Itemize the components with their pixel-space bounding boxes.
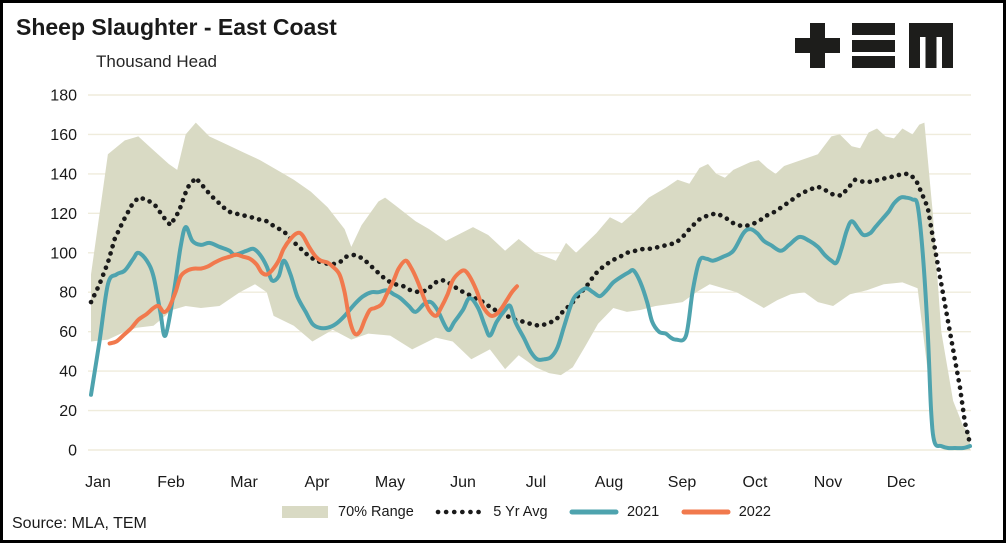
legend-label: 2021 (626, 504, 660, 520)
legend-label: 70% Range (338, 504, 414, 520)
x-tick-label-jan: Jan (85, 474, 111, 491)
logo-m-icon (909, 23, 953, 68)
y-tick-label: 80 (59, 285, 77, 302)
area-swatch-icon (282, 506, 328, 518)
legend-item-2022: 2022 (680, 504, 771, 520)
x-tick-label-mar: Mar (230, 474, 258, 491)
x-tick-label-dec: Dec (887, 474, 915, 491)
tem-logo (795, 23, 953, 69)
logo-plus-icon (795, 23, 840, 68)
series-line-2022 (107, 230, 519, 346)
series-line-2021 (89, 195, 972, 451)
plot-area: 0 20 40 60 80 100 120 140 160 180 Jan Feb Mar Apr May J… (50, 88, 973, 491)
x-tick-label-oct: Oct (743, 474, 768, 491)
y-tick-label: 20 (59, 403, 77, 420)
legend-item-70-range: 70% Range (279, 504, 414, 520)
line-swatch-icon (681, 509, 731, 515)
logo-bars-icon (852, 23, 895, 68)
x-tick-label-jun: Jun (450, 474, 476, 491)
y-tick-label: 100 (50, 245, 77, 262)
x-tick-label-jul: Jul (526, 474, 546, 491)
legend-label: 2022 (738, 504, 771, 520)
source-note: Source: MLA, TEM (12, 515, 147, 532)
x-tick-label-nov: Nov (814, 474, 842, 491)
y-tick-label: 60 (59, 324, 77, 341)
x-tick-label-aug: Aug (595, 474, 623, 491)
y-tick-label: 0 (68, 443, 77, 460)
line-swatch-icon (569, 509, 619, 515)
x-tick-label-may: May (375, 474, 405, 491)
legend: 70% Range 5 Yr Avg 2021 2022 (279, 504, 771, 520)
x-tick-label-sep: Sep (668, 474, 697, 491)
x-tick-label-feb: Feb (157, 474, 185, 491)
legend-label: 5 Yr Avg (493, 504, 548, 520)
chart-title: Sheep Slaughter - East Coast (16, 14, 337, 40)
y-tick-label: 160 (50, 127, 77, 144)
y-axis-units-label: Thousand Head (96, 52, 217, 71)
legend-item-2021: 2021 (568, 504, 659, 520)
band-70pct-range (91, 122, 970, 450)
legend-item-5-yr-avg: 5 Yr Avg (434, 504, 548, 520)
y-tick-label: 40 (59, 364, 77, 381)
y-tick-label: 140 (50, 166, 77, 183)
y-tick-label: 120 (50, 206, 77, 223)
x-tick-label-apr: Apr (305, 474, 331, 491)
y-tick-label: 180 (50, 88, 77, 105)
series-line-5-yr-avg (88, 171, 973, 447)
dotted-swatch-icon (435, 509, 485, 515)
